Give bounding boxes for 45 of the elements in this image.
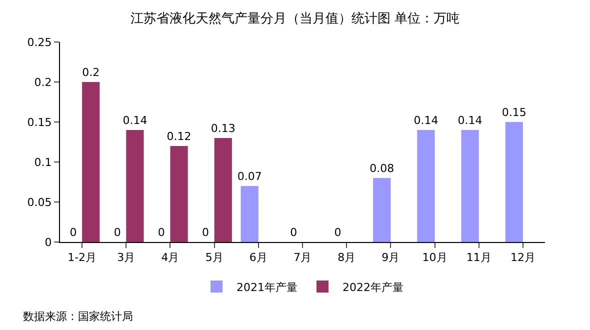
data-label: 0.14 [414, 114, 438, 127]
data-label: 0 [158, 226, 165, 239]
x-tick-label: 5月 [205, 251, 224, 264]
bar [214, 138, 232, 242]
x-tick-label: 4月 [161, 251, 180, 264]
data-label: 0.2 [82, 66, 100, 79]
bar [170, 146, 188, 242]
bar [82, 82, 100, 242]
data-label: 0 [202, 226, 209, 239]
y-tick-label: 0 [44, 236, 52, 249]
bar [240, 186, 258, 242]
y-tick-label: 0.15 [27, 116, 52, 129]
data-label: 0 [334, 226, 342, 239]
legend-label: 2022年产量 [342, 280, 404, 294]
data-label: 0.08 [370, 162, 394, 175]
x-tick-label: 1-2月 [68, 251, 97, 264]
data-label: 0.15 [502, 106, 526, 119]
bar [505, 122, 523, 242]
x-tick-label: 8月 [338, 251, 356, 264]
y-tick-label: 0.1 [34, 156, 52, 169]
data-label: 0.14 [122, 114, 148, 127]
source-note: 数据来源：国家统计局 [23, 310, 133, 323]
legend-label: 2021年产量 [236, 280, 298, 294]
data-label: 0.13 [210, 122, 236, 135]
data-label: 0 [70, 226, 77, 239]
chart-title: 江苏省液化天然气产量分月（当月值）统计图 单位：万吨 [130, 11, 460, 26]
x-tick-label: 6月 [249, 251, 268, 264]
bar [126, 130, 144, 242]
bar [417, 130, 435, 242]
x-tick-label: 12月 [510, 251, 536, 264]
y-tick-label: 0.25 [27, 36, 52, 49]
x-tick-label: 7月 [294, 251, 312, 264]
data-label: 0 [290, 226, 298, 239]
data-label: 0.12 [166, 130, 192, 143]
x-tick-label: 10月 [422, 251, 448, 264]
y-tick-label: 0.05 [27, 196, 52, 209]
x-tick-label: 11月 [466, 251, 492, 264]
data-label: 0.07 [237, 170, 262, 183]
bar [461, 130, 479, 242]
x-tick-label: 9月 [382, 251, 400, 264]
x-tick-label: 3月 [117, 251, 136, 264]
y-tick-label: 0.2 [34, 76, 52, 89]
data-label: 0 [114, 226, 121, 239]
data-label: 0.14 [458, 114, 482, 127]
bar [373, 178, 391, 242]
